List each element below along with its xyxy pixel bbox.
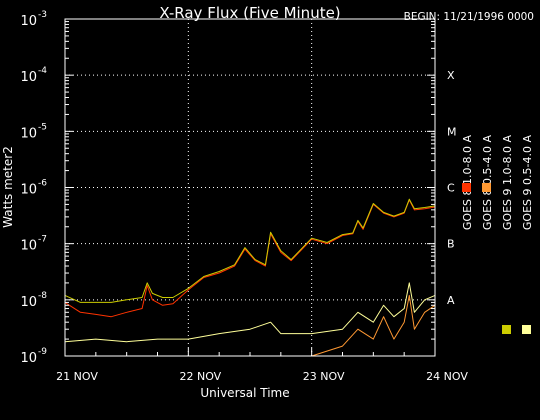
grid bbox=[65, 19, 435, 356]
x-tick-label: 21 NOV bbox=[56, 370, 98, 383]
y-tick-label: 10 bbox=[20, 126, 37, 141]
flare-class-label: X bbox=[447, 69, 455, 82]
y-tick-label: 10 bbox=[20, 239, 37, 254]
y-tick-label: 10 bbox=[20, 351, 37, 366]
legend: GOES 8 1.0-8.0 A GOES 8 0.5-4.0 A GOES 9 1… bbox=[461, 135, 534, 334]
y-tick-exponent: -9 bbox=[38, 347, 47, 357]
legend-label: GOES 8 0.5-4.0 A bbox=[481, 135, 494, 231]
y-tick-exponent: -3 bbox=[38, 10, 47, 20]
series-line bbox=[64, 198, 436, 303]
y-tick-exponent: -4 bbox=[38, 66, 47, 76]
y-tick-exponent: -7 bbox=[38, 235, 47, 245]
flare-class-label: B bbox=[447, 238, 455, 251]
y-tick-label: 10 bbox=[20, 70, 37, 85]
x-tick-label: 24 NOV bbox=[426, 370, 468, 383]
y-tick-label: 10 bbox=[20, 295, 37, 310]
x-tick-label: 23 NOV bbox=[303, 370, 345, 383]
series-line bbox=[64, 282, 436, 343]
series-layer bbox=[64, 198, 436, 357]
y-tick-exponent: -6 bbox=[38, 179, 47, 189]
chart-title: X-Ray Flux (Five Minute) bbox=[159, 4, 340, 22]
legend-swatch bbox=[482, 183, 491, 192]
legend-swatch bbox=[502, 325, 511, 334]
legend-label: GOES 9 0.5-4.0 A bbox=[521, 135, 534, 231]
y-tick-exponent: -8 bbox=[38, 291, 47, 301]
legend-swatch bbox=[462, 183, 471, 192]
y-axis-label: Watts meter2 bbox=[1, 146, 15, 228]
legend-label: GOES 9 1.0-8.0 A bbox=[501, 135, 514, 231]
x-axis-label: Universal Time bbox=[200, 386, 289, 400]
x-tick-label: 22 NOV bbox=[179, 370, 221, 383]
flare-class-label: M bbox=[447, 125, 457, 138]
begin-date-label: BEGIN: 11/21/1996 0000 bbox=[404, 11, 534, 23]
y-tick-label: 10 bbox=[20, 14, 37, 29]
y-tick-label: 10 bbox=[20, 183, 37, 198]
flare-class-label: C bbox=[447, 182, 455, 195]
legend-label: GOES 8 1.0-8.0 A bbox=[461, 135, 474, 231]
y-tick-exponent: -5 bbox=[38, 122, 47, 132]
flare-class-label: A bbox=[447, 294, 455, 307]
legend-swatch bbox=[522, 325, 531, 334]
